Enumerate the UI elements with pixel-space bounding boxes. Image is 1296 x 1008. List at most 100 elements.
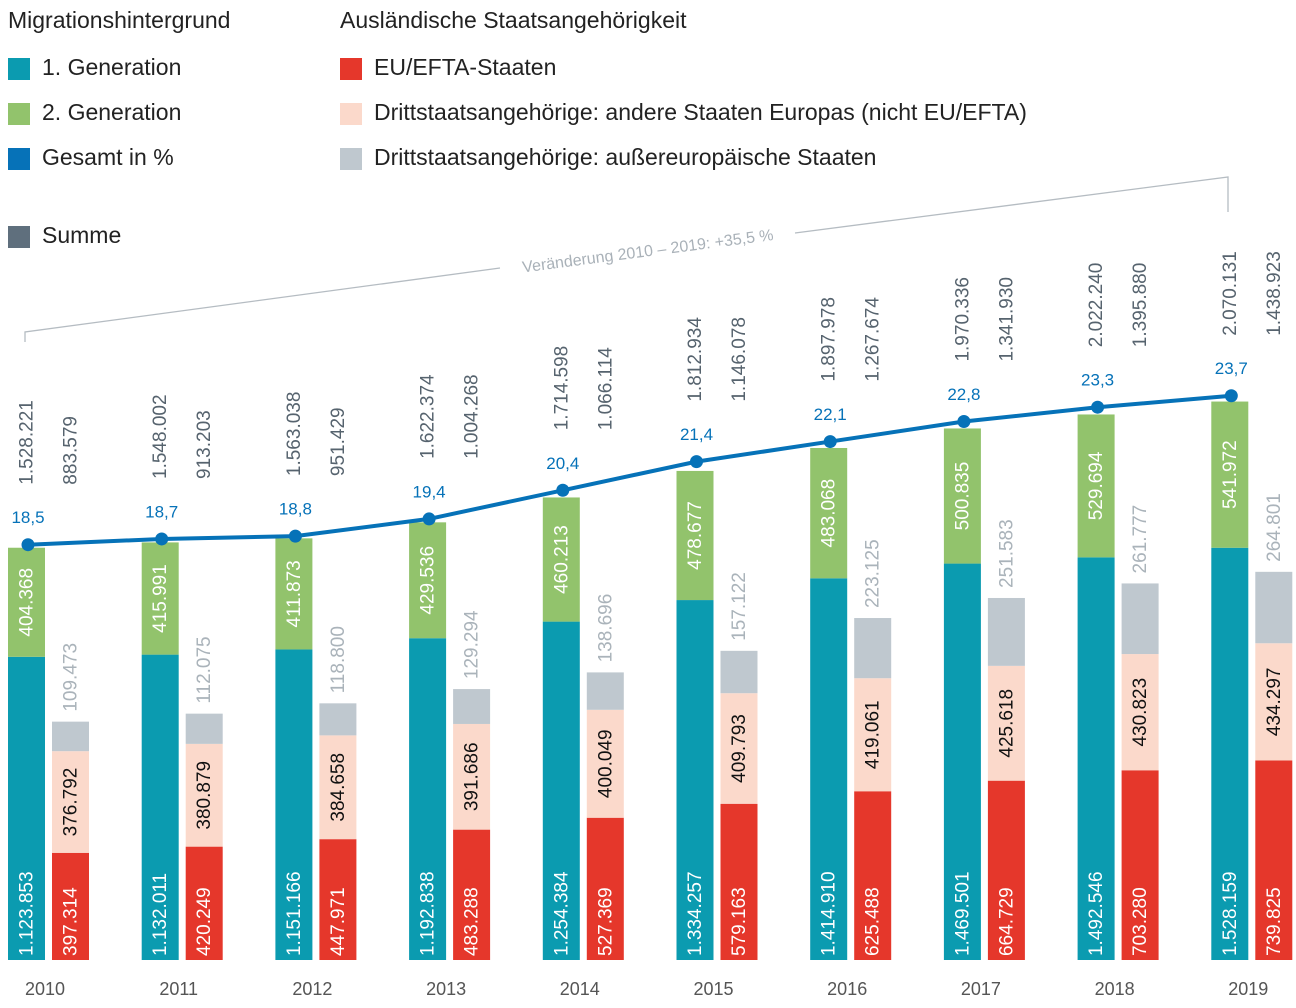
legend-label: Summe [42,222,121,248]
data-label: 129.294 [462,610,483,679]
bar-segment [854,618,892,679]
x-tick-label: 2011 [159,979,198,999]
annotation-bracket [794,176,1229,234]
bar-segment [987,780,1025,960]
bar-segment [586,817,624,960]
data-label: 19,4 [413,482,446,501]
data-label: 430.823 [1130,678,1151,747]
legend-title: Migrationshintergrund [8,7,230,33]
bar-segment [586,709,624,818]
bar-segment [542,497,580,622]
data-label: 157.122 [729,572,750,641]
total-label: 1.714.598 [551,346,572,431]
line-point [288,529,302,543]
data-label: 21,4 [680,425,713,444]
total-label: 913.203 [194,410,215,479]
data-label: 223.125 [863,539,884,608]
legend-swatch [340,58,362,80]
data-label: 391.686 [462,742,483,811]
bar-segment [275,538,313,650]
x-tick-label: 2018 [1095,979,1135,999]
data-label: 380.879 [194,761,215,830]
x-tick-label: 2013 [426,979,466,999]
data-label: 1.254.384 [551,871,572,956]
bar-segment [854,791,892,960]
total-label: 1.528.221 [17,400,38,485]
bar-segment [1121,654,1159,771]
data-label: 1.414.910 [819,871,840,956]
bar-segment [810,447,848,579]
line-point [1091,400,1105,414]
data-label: 411.873 [284,560,305,627]
data-label: 541.972 [1220,440,1241,509]
bar-segment [185,713,223,744]
data-label: 1.469.501 [952,871,973,956]
data-label: 112.075 [194,636,215,703]
bar-segment [676,600,714,960]
x-tick-label: 2015 [693,979,733,999]
bar-segment [141,542,179,655]
data-label: 1.123.853 [17,871,38,956]
x-tick-label: 2014 [560,979,600,999]
data-label: 20,4 [546,454,579,473]
bar-segment [720,803,758,960]
bar-segment [185,846,223,960]
data-label: 251.583 [996,519,1017,588]
legend-swatch [8,58,30,80]
data-label: 739.825 [1264,887,1285,956]
data-label: 261.777 [1130,505,1151,574]
bar-segment [1255,571,1293,644]
line-point [21,538,35,552]
legend-swatch [8,148,30,170]
data-label: 109.473 [61,643,82,712]
bar-segment [141,654,179,960]
bar-segment [52,721,89,752]
data-label: 264.801 [1264,493,1285,562]
legend-label: Gesamt in % [42,144,174,170]
bar-segment [586,672,624,710]
bar-segment [52,751,89,853]
total-label: 1.341.930 [996,277,1017,362]
bar-segment [943,563,981,960]
total-label: 1.146.078 [729,317,750,402]
annotation-bracket [24,267,501,342]
bar-segment [1255,643,1293,761]
bar-segment [409,638,447,960]
total-label: 1.970.336 [952,277,973,362]
bar-segment [720,650,758,694]
data-label: 23,3 [1081,371,1114,390]
line-point [155,532,169,546]
bar-segment [52,852,89,960]
bar-segment [676,470,714,601]
line-point [957,415,971,429]
total-label: 1.004.268 [462,374,483,459]
data-label: 703.280 [1130,887,1151,956]
data-label: 425.618 [996,689,1017,758]
legend-swatch [340,103,362,125]
data-label: 404.368 [17,568,38,637]
bar-segment [1211,401,1249,548]
data-label: 138.696 [595,594,616,663]
bar-segment [1121,583,1159,655]
data-label: 397.314 [61,887,82,956]
bar-segment [453,829,491,960]
total-label: 1.438.923 [1264,251,1285,336]
bar-segment [409,522,447,639]
bar-segment [1121,770,1159,960]
total-label: 2.070.131 [1220,251,1241,336]
data-label: 419.061 [863,700,884,769]
bar-segment [319,839,357,960]
data-label: 118.800 [328,626,349,693]
bar-segment [987,665,1025,781]
legend-label: 1. Generation [42,54,181,80]
total-label: 1.812.934 [685,317,706,402]
bar-segment [943,428,981,564]
data-label: 460.213 [551,525,572,594]
total-label: 1.548.002 [150,394,171,479]
data-label: 500.835 [952,462,973,531]
total-label: 1.622.374 [418,374,439,459]
bar-segment [987,597,1025,666]
bar-segment [542,621,580,960]
annotation: Veränderung 2010 – 2019: +35,5 % [521,227,774,276]
total-label: 1.267.674 [863,297,884,382]
